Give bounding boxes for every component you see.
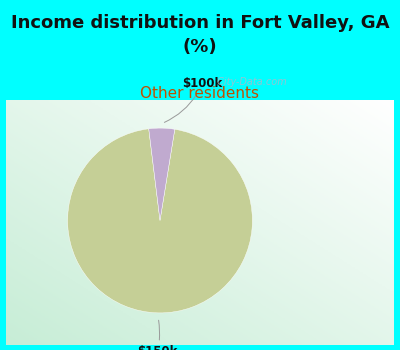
Wedge shape xyxy=(68,129,252,313)
Text: Income distribution in Fort Valley, GA
(%): Income distribution in Fort Valley, GA (… xyxy=(11,14,389,56)
Text: Other residents: Other residents xyxy=(140,86,260,101)
Text: $150k: $150k xyxy=(138,320,178,350)
Wedge shape xyxy=(149,128,175,220)
Text: $100k: $100k xyxy=(164,77,223,122)
Text: City-Data.com: City-Data.com xyxy=(214,77,287,87)
